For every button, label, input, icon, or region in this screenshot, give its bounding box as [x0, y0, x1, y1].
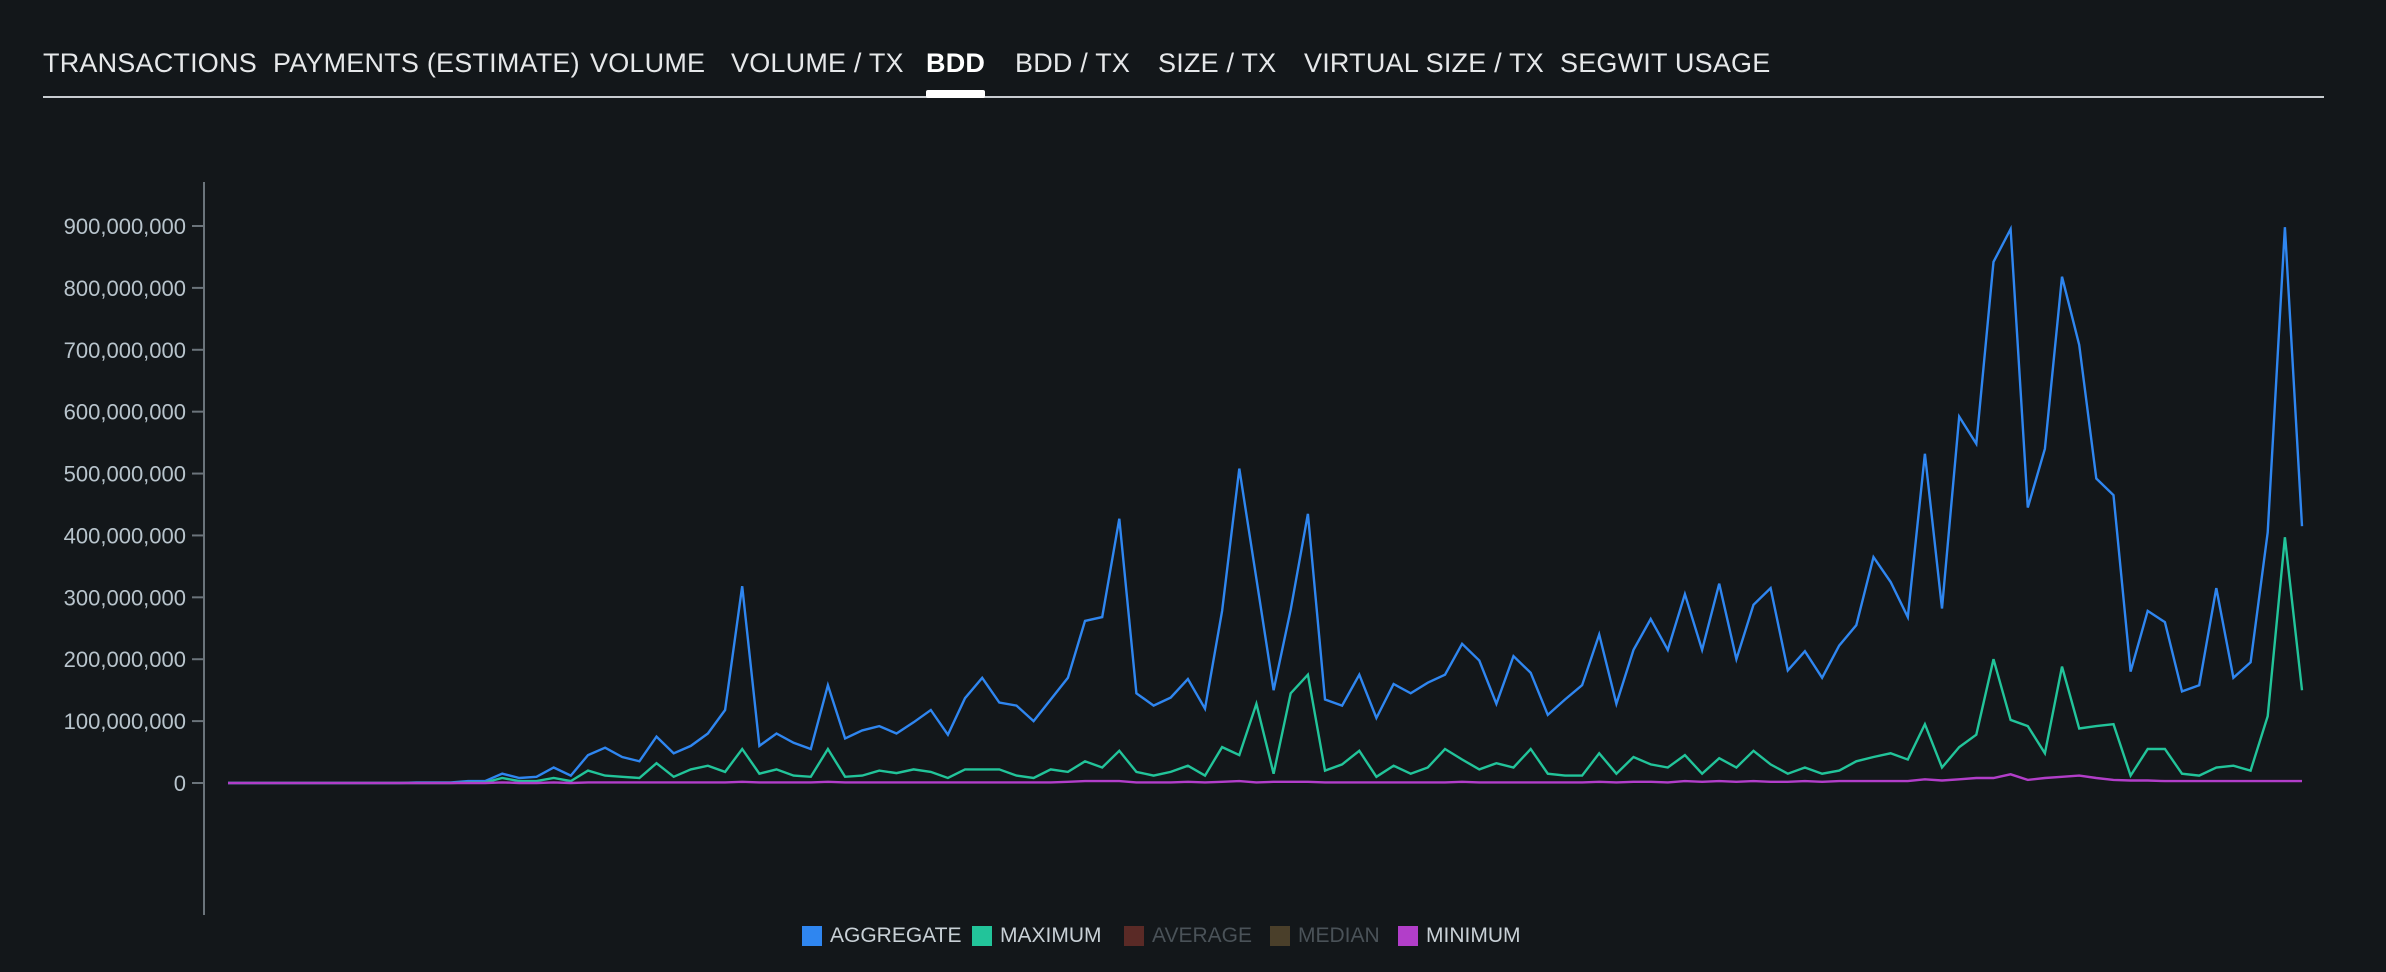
tab-size-per-tx[interactable]: SIZE / TX: [1158, 48, 1277, 78]
series-line-minimum: [228, 773, 2302, 785]
tab-segwit-usage[interactable]: SEGWIT USAGE: [1560, 48, 1771, 78]
y-tick-label: 100,000,000: [64, 709, 186, 734]
y-tick-label: 800,000,000: [64, 276, 186, 301]
tab-payments-estimate[interactable]: PAYMENTS (ESTIMATE): [273, 48, 580, 78]
series-line-aggregate: [228, 224, 2304, 785]
y-tick-label: 600,000,000: [64, 400, 186, 425]
legend-item-aggregate[interactable]: AGGREGATE: [802, 924, 961, 948]
y-tick-label: 500,000,000: [64, 462, 186, 487]
tab-volume[interactable]: VOLUME: [590, 48, 706, 78]
legend-swatch: [1270, 926, 1290, 946]
legend-item-minimum[interactable]: MINIMUM: [1398, 924, 1520, 948]
active-tab-indicator: [926, 90, 986, 98]
legend-label: MINIMUM: [1426, 924, 1521, 947]
legend-label: AGGREGATE: [830, 924, 962, 947]
legend-item-median[interactable]: MEDIAN: [1270, 924, 1380, 948]
legend-label: AVERAGE: [1152, 924, 1252, 947]
legend-item-maximum[interactable]: MAXIMUM: [972, 924, 1102, 948]
tab-bdd[interactable]: BDD: [926, 48, 986, 98]
legend-item-average[interactable]: AVERAGE: [1124, 924, 1252, 948]
y-tick-label: 700,000,000: [64, 338, 186, 363]
legend-swatch: [1124, 926, 1144, 946]
chart-legend: AGGREGATE MAXIMUM AVERAGE MEDIAN MINIMUM: [0, 924, 2386, 958]
bdd-line-chart: 0 100,000,000 200,000,000 300,000,000 400,00…: [64, 182, 2304, 915]
y-tick-label: 200,000,000: [64, 647, 186, 672]
legend-swatch: [972, 926, 992, 946]
legend-swatch: [802, 926, 822, 946]
legend-swatch: [1398, 926, 1418, 946]
tab-virtual-size-per-tx[interactable]: VIRTUAL SIZE / TX: [1304, 48, 1544, 78]
y-tick-label: 400,000,000: [64, 523, 186, 548]
legend-label: MEDIAN: [1298, 924, 1380, 947]
tab-volume-per-tx[interactable]: VOLUME / TX: [731, 48, 904, 78]
y-tick-label: 0: [174, 771, 186, 796]
series-line-maximum: [228, 537, 2304, 785]
tab-bdd-per-tx[interactable]: BDD / TX: [1015, 48, 1131, 78]
tab-transactions[interactable]: TRANSACTIONS: [43, 48, 257, 78]
y-tick-label: 300,000,000: [64, 585, 186, 610]
legend-label: MAXIMUM: [1000, 924, 1102, 947]
chart-tab-bar: TRANSACTIONS PAYMENTS (ESTIMATE) VOLUME …: [43, 0, 2324, 98]
y-tick-label: 900,000,000: [64, 214, 186, 239]
